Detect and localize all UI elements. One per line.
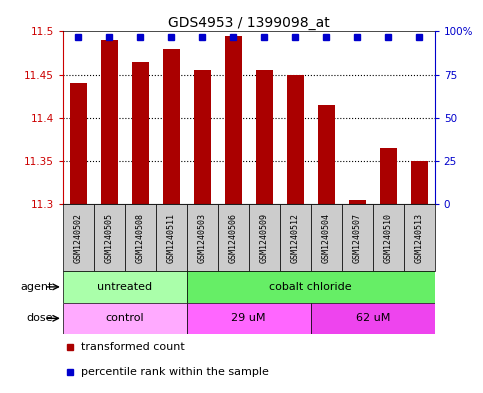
Bar [411,161,428,204]
Bar [63,271,187,303]
Bar [125,204,156,271]
Text: transformed count: transformed count [81,342,185,352]
Text: GSM1240508: GSM1240508 [136,213,145,263]
Bar [404,204,435,271]
Text: GSM1240506: GSM1240506 [229,213,238,263]
Bar [63,303,187,334]
Title: GDS4953 / 1399098_at: GDS4953 / 1399098_at [168,17,329,30]
Bar [101,40,118,204]
Text: dose: dose [27,313,53,323]
Text: 62 uM: 62 uM [355,313,390,323]
Text: GSM1240507: GSM1240507 [353,213,362,263]
Bar [187,204,218,271]
Bar [280,204,311,271]
Bar [63,204,94,271]
Bar [311,204,342,271]
Bar [194,70,211,204]
Bar [342,204,373,271]
Bar [156,204,187,271]
Text: 29 uM: 29 uM [231,313,266,323]
Text: GSM1240502: GSM1240502 [74,213,83,263]
Text: GSM1240513: GSM1240513 [415,213,424,263]
Bar [187,271,435,303]
Bar [163,49,180,204]
Bar [94,204,125,271]
Text: control: control [105,313,144,323]
Text: GSM1240503: GSM1240503 [198,213,207,263]
Bar [380,148,397,204]
Text: GSM1240509: GSM1240509 [260,213,269,263]
Text: agent: agent [21,282,53,292]
Text: GSM1240512: GSM1240512 [291,213,300,263]
Bar [349,200,366,204]
Text: GSM1240505: GSM1240505 [105,213,114,263]
Bar [70,83,87,204]
Bar [318,105,335,204]
Text: GSM1240511: GSM1240511 [167,213,176,263]
Bar [187,303,311,334]
Bar [311,303,435,334]
Text: untreated: untreated [97,282,152,292]
Bar [287,75,304,204]
Bar [225,36,242,204]
Text: cobalt chloride: cobalt chloride [270,282,352,292]
Bar [256,70,273,204]
Bar [132,62,149,204]
Text: GSM1240504: GSM1240504 [322,213,331,263]
Text: percentile rank within the sample: percentile rank within the sample [81,367,269,377]
Bar [249,204,280,271]
Bar [373,204,404,271]
Bar [218,204,249,271]
Text: GSM1240510: GSM1240510 [384,213,393,263]
